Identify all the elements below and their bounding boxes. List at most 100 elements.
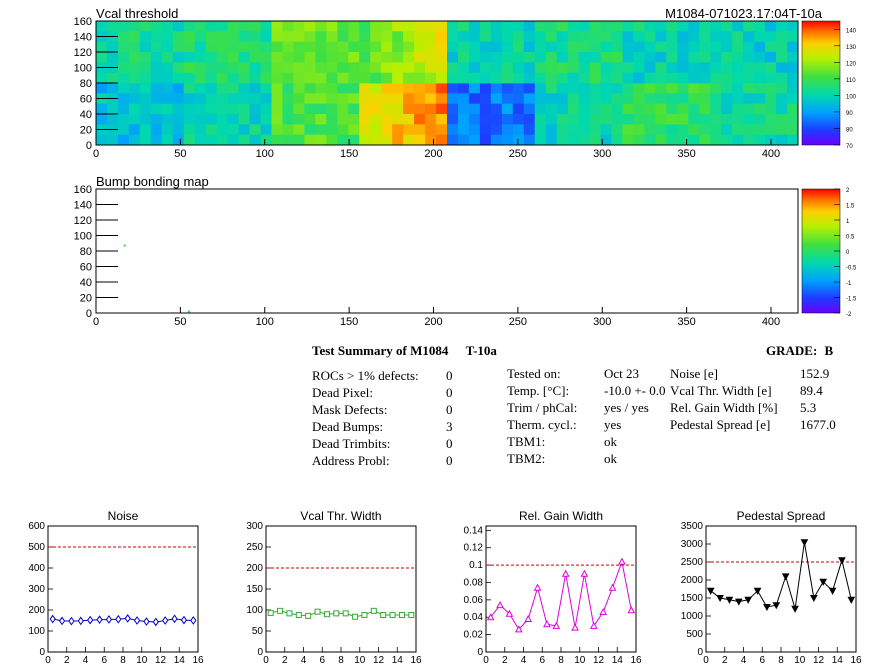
heat-cell <box>633 52 645 63</box>
heat-cell <box>523 41 536 53</box>
top-colorbar <box>801 20 841 146</box>
heat-cell <box>381 134 393 146</box>
heat-cell <box>787 72 799 84</box>
heat-cell <box>545 93 558 105</box>
heat-cell <box>150 21 163 32</box>
heat-cell <box>457 124 470 136</box>
heat-cell <box>194 62 207 74</box>
heat-cell <box>260 103 272 115</box>
small-y-tick-label: 200 <box>28 605 45 616</box>
heat-cell <box>776 114 788 125</box>
heat-cell <box>534 114 547 125</box>
heat-cell <box>776 134 788 146</box>
top_map-cbar-tick-label: 140 <box>846 28 857 34</box>
heat-cell <box>304 103 316 115</box>
heat-cell <box>512 72 525 84</box>
heat-cell <box>479 93 492 105</box>
bump_map-cbar-tick-label: -1.5 <box>846 297 857 303</box>
heat-cell <box>600 52 612 63</box>
heat-cell <box>315 21 327 32</box>
top-map-x-axis: 0 50 100 150 200 250 300 350 400 <box>93 139 780 160</box>
heat-cell <box>743 134 755 146</box>
heat-cell <box>359 41 371 53</box>
heat-cell <box>666 21 678 32</box>
heat-cell <box>468 114 481 125</box>
summary-label: ROCs > 1% defects: <box>312 368 419 383</box>
heat-cell <box>666 31 678 43</box>
bump-map-points <box>123 244 190 313</box>
data-point <box>370 607 377 614</box>
top_map-y-tick-label: 120 <box>74 47 92 59</box>
heat-cell <box>117 93 130 105</box>
heat-cell <box>271 52 283 63</box>
heat-cell <box>403 41 415 53</box>
small-chart-title: Rel. Gain Width <box>519 509 603 523</box>
heat-cell <box>304 21 316 32</box>
heat-cell <box>710 83 722 94</box>
heat-cell <box>403 31 415 43</box>
data-point <box>505 609 514 617</box>
heat-cell <box>644 52 656 63</box>
small-x-tick-label: 6 <box>759 655 765 666</box>
heat-cell <box>534 72 547 84</box>
summary-value: 3 <box>446 419 453 434</box>
small-x-tick-label: 6 <box>319 655 325 666</box>
data-point <box>716 595 724 603</box>
bump-map-x-axis: 0 50 100 150 200 250 300 350 400 <box>93 307 780 328</box>
heat-cell <box>172 31 185 43</box>
heat-cell <box>216 93 229 105</box>
heat-cell <box>776 72 788 84</box>
heat-cell <box>479 31 492 43</box>
heat-cell <box>501 72 514 84</box>
heat-cell <box>216 114 229 125</box>
heat-cell <box>644 134 656 146</box>
data-point <box>115 614 122 624</box>
heat-cell <box>776 93 788 105</box>
small-x-tick-label: 16 <box>850 655 862 666</box>
heat-cell <box>260 41 272 53</box>
small-y-tick-label: 0.02 <box>464 630 484 641</box>
top-map-heatmap <box>96 21 799 146</box>
heat-cell <box>699 93 711 105</box>
heat-cell <box>655 93 667 105</box>
heat-cell <box>205 62 218 74</box>
heat-cell <box>194 21 207 32</box>
heat-cell <box>578 31 590 43</box>
small-x-tick-label: 0 <box>45 655 51 666</box>
small-x-tick-label: 6 <box>101 655 107 666</box>
small-y-tick-label: 0 <box>39 647 45 658</box>
small-y-tick-label: 300 <box>28 584 45 595</box>
heat-cell <box>468 124 481 136</box>
heat-cell <box>370 93 382 105</box>
heat-cell <box>96 41 108 53</box>
heat-cell <box>414 114 426 125</box>
heat-cell <box>666 134 678 146</box>
data-point <box>486 613 495 621</box>
heat-cell <box>512 93 525 105</box>
heat-cell <box>282 114 294 125</box>
bump-colorbar <box>801 188 841 314</box>
small-y-tick-label: 400 <box>28 563 45 574</box>
heat-cell <box>447 114 459 125</box>
heat-cell <box>205 103 218 115</box>
heat-cell <box>326 72 338 84</box>
heat-cell <box>699 114 711 125</box>
bump_map-x-tick-label: 0 <box>93 316 99 328</box>
heat-cell <box>315 52 327 63</box>
heat-cell <box>304 31 316 43</box>
bump_map-y-tick-label: 20 <box>80 293 92 305</box>
summary-label: Trim / phCal: <box>507 400 578 415</box>
heat-cell <box>293 114 305 125</box>
heat-cell <box>699 31 711 43</box>
data-point <box>543 620 551 628</box>
heat-cell <box>337 31 349 43</box>
heat-cell <box>611 124 623 136</box>
data-point <box>58 616 66 626</box>
summary-value: 152.9 <box>800 366 830 381</box>
heat-cell <box>468 21 481 32</box>
heat-cell <box>677 83 689 94</box>
heat-cell <box>392 52 404 63</box>
small-x-tick-label: 16 <box>410 655 422 666</box>
top_map-y-tick-label: 160 <box>74 16 92 28</box>
heat-cell <box>216 124 229 136</box>
